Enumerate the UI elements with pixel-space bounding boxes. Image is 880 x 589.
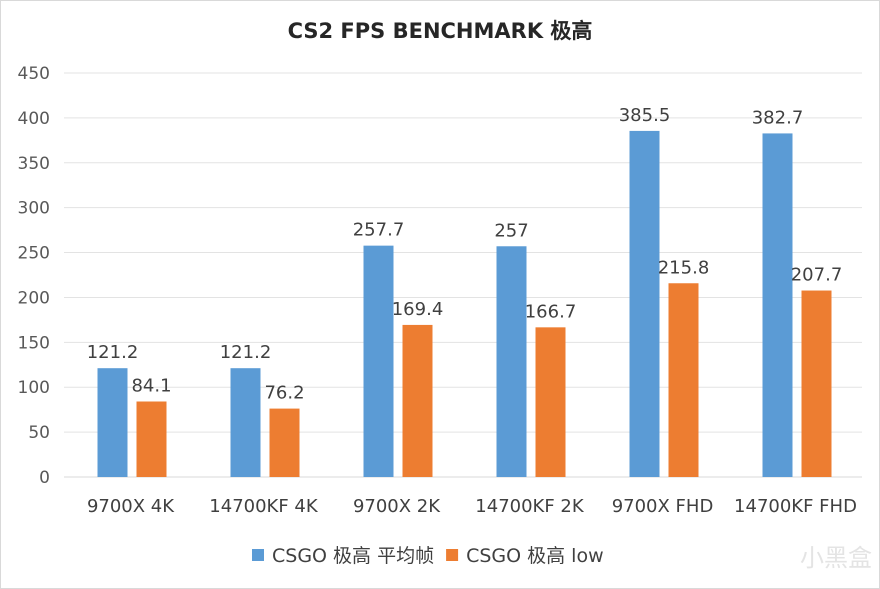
- legend-label: CSGO 极高 平均帧: [272, 545, 434, 567]
- bar-low: [402, 324, 433, 477]
- y-tick-label: 450: [18, 64, 50, 84]
- bar-avg: [363, 245, 394, 477]
- bar-avg: [97, 368, 128, 477]
- data-label: 207.7: [791, 265, 843, 286]
- y-tick-label: 200: [18, 288, 50, 308]
- data-label: 76.2: [264, 383, 304, 404]
- bar-low: [269, 408, 300, 477]
- y-tick-label: 150: [18, 333, 50, 353]
- x-tick-label: 9700X 4K: [87, 496, 175, 517]
- y-tick-label: 300: [18, 199, 50, 219]
- watermark-logo: 小黑盒: [800, 544, 872, 572]
- legend-swatch: [446, 549, 459, 561]
- bar-avg: [230, 368, 261, 477]
- bar-low: [668, 283, 699, 477]
- legend-label: CSGO 极高 low: [466, 545, 604, 567]
- x-tick-label: 9700X FHD: [612, 496, 714, 517]
- data-label: 257.7: [353, 220, 405, 241]
- bar-low: [136, 401, 167, 477]
- data-label: 257: [494, 220, 528, 241]
- bar-avg: [762, 133, 793, 477]
- data-label: 215.8: [658, 257, 710, 278]
- y-tick-label: 250: [18, 244, 50, 264]
- y-tick-label: 50: [28, 423, 50, 443]
- data-label: 166.7: [525, 301, 577, 322]
- x-tick-label: 9700X 2K: [353, 496, 441, 517]
- legend-swatch: [252, 549, 264, 561]
- data-label: 382.7: [752, 107, 804, 128]
- chart-title: CS2 FPS BENCHMARK 极高: [288, 19, 593, 43]
- bar-avg: [496, 246, 527, 477]
- y-tick-label: 0: [39, 468, 50, 488]
- data-label: 121.2: [87, 342, 139, 363]
- data-label: 121.2: [220, 342, 272, 363]
- x-tick-label: 14700KF FHD: [734, 496, 857, 517]
- data-label: 169.4: [392, 299, 444, 320]
- x-tick-label: 14700KF 4K: [209, 496, 319, 517]
- y-tick-label: 350: [18, 154, 50, 174]
- x-tick-label: 14700KF 2K: [475, 496, 585, 517]
- bar-avg: [629, 130, 660, 477]
- data-label: 84.1: [131, 375, 171, 396]
- bar-low: [535, 327, 566, 477]
- y-tick-label: 400: [18, 109, 50, 129]
- y-tick-label: 100: [18, 378, 50, 398]
- data-label: 385.5: [619, 105, 671, 126]
- bar-low: [801, 290, 832, 477]
